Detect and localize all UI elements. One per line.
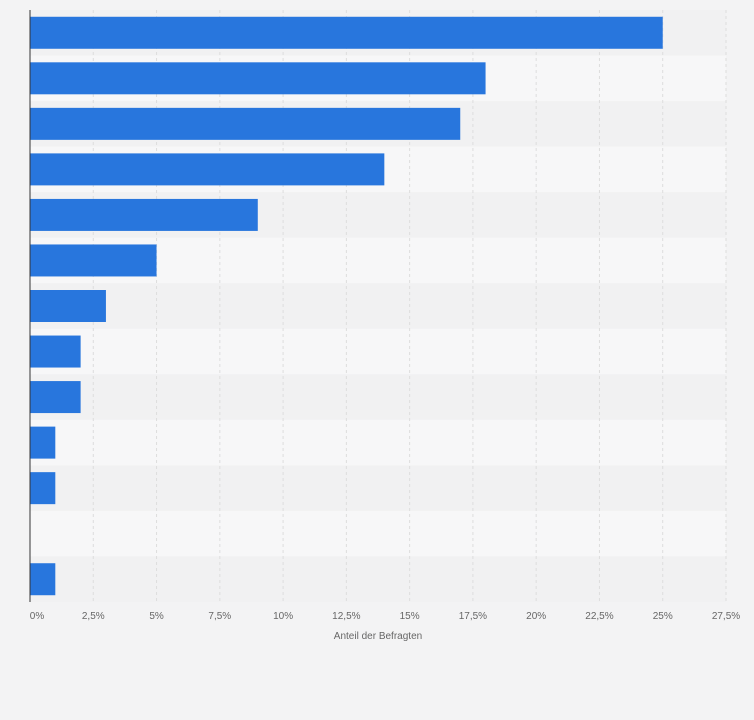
bar (30, 153, 385, 186)
bar (30, 472, 56, 505)
x-tick-labels: 0% 2,5% 5% 7,5% 10% 12,5% 15% 17,5% 20% 22,5% 25% 2… (30, 611, 741, 622)
bars (30, 16, 663, 596)
row-band (30, 328, 726, 375)
x-tick-label: 0% (30, 611, 45, 622)
x-tick-label: 22,5% (585, 611, 613, 622)
row-band (30, 374, 726, 420)
bar (30, 563, 56, 596)
x-tick-label: 2,5% (82, 611, 105, 622)
row-band (30, 419, 726, 466)
bar (30, 290, 106, 322)
bar (30, 62, 486, 95)
x-tick-label: 7,5% (208, 611, 231, 622)
bar (30, 426, 56, 459)
x-tick-label: 25% (653, 611, 673, 622)
x-tick-label: 27,5% (712, 611, 740, 622)
x-tick-label: 17,5% (459, 611, 487, 622)
row-band (30, 283, 726, 329)
bar (30, 335, 81, 368)
row-band (30, 510, 726, 557)
x-axis-title: Anteil der Befragten (334, 631, 422, 642)
row-bands (30, 10, 726, 602)
bar (30, 16, 663, 49)
x-tick-label: 20% (526, 611, 546, 622)
bar (30, 381, 81, 414)
bar (30, 198, 258, 231)
row-band (30, 556, 726, 602)
x-tick-label: 5% (149, 611, 164, 622)
x-tick-label: 12,5% (332, 611, 360, 622)
x-tick-label: 15% (400, 611, 420, 622)
bar (30, 107, 461, 140)
bar (30, 244, 157, 277)
row-band (30, 465, 726, 511)
x-tick-label: 10% (273, 611, 293, 622)
